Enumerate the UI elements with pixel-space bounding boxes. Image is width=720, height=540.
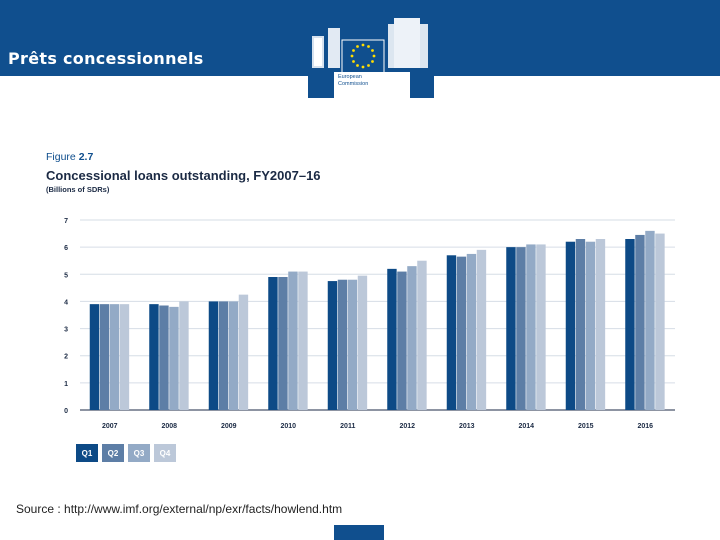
legend-label-q1: Q1 xyxy=(82,449,93,458)
bar-2012-q3 xyxy=(407,266,417,410)
bar-2012-q1 xyxy=(387,268,397,410)
logo-wordmark: European Commission xyxy=(338,74,368,88)
bar-2014-q4 xyxy=(536,244,546,410)
y-tick-label: 5 xyxy=(64,272,68,279)
bar-2016-q2 xyxy=(635,234,645,410)
bar-2012-q2 xyxy=(397,271,407,410)
bar-2013-q4 xyxy=(476,249,487,410)
bar-2014-q2 xyxy=(516,247,526,410)
bar-2013-q1 xyxy=(446,255,457,410)
source-citation: Source : http://www.imf.org/external/np/… xyxy=(16,502,343,516)
y-tick-label: 2 xyxy=(64,354,68,361)
bar-2008-q4 xyxy=(179,301,189,410)
y-tick-label: 0 xyxy=(64,408,68,415)
footer-tab xyxy=(334,525,384,540)
bar-2010-q1 xyxy=(268,277,278,410)
figure-label: Figure 2.7 xyxy=(46,151,93,163)
figure-title: Concessional loans outstanding, FY2007–1… xyxy=(46,168,321,183)
legend-label-q4: Q4 xyxy=(160,449,171,458)
x-tick-label: 2013 xyxy=(459,423,475,430)
y-tick-label: 1 xyxy=(64,381,68,388)
bar-2009-q1 xyxy=(208,301,219,410)
bar-2008-q3 xyxy=(169,306,179,410)
x-tick-label: 2012 xyxy=(399,423,415,430)
x-tick-label: 2015 xyxy=(578,423,594,430)
y-tick-label: 6 xyxy=(64,245,68,252)
bar-2013-q3 xyxy=(466,253,477,410)
legend-label-q2: Q2 xyxy=(108,449,119,458)
bar-2008-q2 xyxy=(159,305,169,410)
legend-swatch-q3 xyxy=(128,444,150,462)
x-tick-label: 2010 xyxy=(280,423,296,430)
bar-2011-q1 xyxy=(327,281,338,410)
logo-line-1: European xyxy=(338,74,362,80)
x-tick-label: 2008 xyxy=(161,423,177,430)
bar-2014-q3 xyxy=(526,244,536,410)
european-commission-logo xyxy=(308,14,434,98)
x-tick-label: 2007 xyxy=(102,423,118,430)
figure-units: (Billions of SDRs) xyxy=(46,185,110,194)
slide-title: Prêts concessionnels xyxy=(8,49,204,68)
bar-2009-q4 xyxy=(238,294,249,410)
x-tick-label: 2011 xyxy=(340,423,355,430)
legend-swatch-q2 xyxy=(102,444,124,462)
figure-label-prefix: Figure xyxy=(46,151,76,163)
x-tick-label: 2014 xyxy=(518,423,534,430)
logo-line-2: Commission xyxy=(338,81,369,87)
bar-2011-q2 xyxy=(337,279,348,410)
bar-2016-q4 xyxy=(655,233,665,410)
bar-2013-q2 xyxy=(456,256,467,410)
bar-2007-q4 xyxy=(119,304,130,410)
x-tick-label: 2016 xyxy=(637,423,653,430)
bar-2007-q1 xyxy=(89,304,100,410)
bar-2012-q4 xyxy=(417,260,427,410)
figure-number: 2.7 xyxy=(78,151,94,163)
bar-2015-q4 xyxy=(595,239,606,410)
bar-2016-q3 xyxy=(645,230,655,410)
bar-2010-q3 xyxy=(288,271,298,410)
bar-chart: 0 1 2 3 4 5 6 7 2007 2008 2009 2010 2011 2012 2013 2014… xyxy=(64,218,675,462)
bar-2011-q3 xyxy=(347,279,358,410)
bar-2010-q2 xyxy=(278,277,288,410)
legend-swatch-q4 xyxy=(154,444,176,462)
bar-2016-q1 xyxy=(625,239,635,410)
bar-2011-q4 xyxy=(357,275,368,410)
bar-2007-q3 xyxy=(109,304,120,410)
bar-2015-q1 xyxy=(565,241,576,410)
x-tick-label: 2009 xyxy=(221,423,237,430)
y-tick-label: 3 xyxy=(64,327,68,334)
bar-2015-q3 xyxy=(585,241,596,410)
bar-2010-q4 xyxy=(298,271,308,410)
bar-2009-q3 xyxy=(228,301,239,410)
y-tick-label: 4 xyxy=(64,299,68,306)
bar-2009-q2 xyxy=(218,301,229,410)
bar-2007-q2 xyxy=(99,304,110,410)
bar-2014-q1 xyxy=(506,247,516,410)
bar-2015-q2 xyxy=(575,239,586,410)
legend-label-q3: Q3 xyxy=(134,449,145,458)
bar-2008-q1 xyxy=(149,304,159,410)
y-tick-label: 7 xyxy=(64,218,68,225)
legend-swatch-q1 xyxy=(76,444,98,462)
